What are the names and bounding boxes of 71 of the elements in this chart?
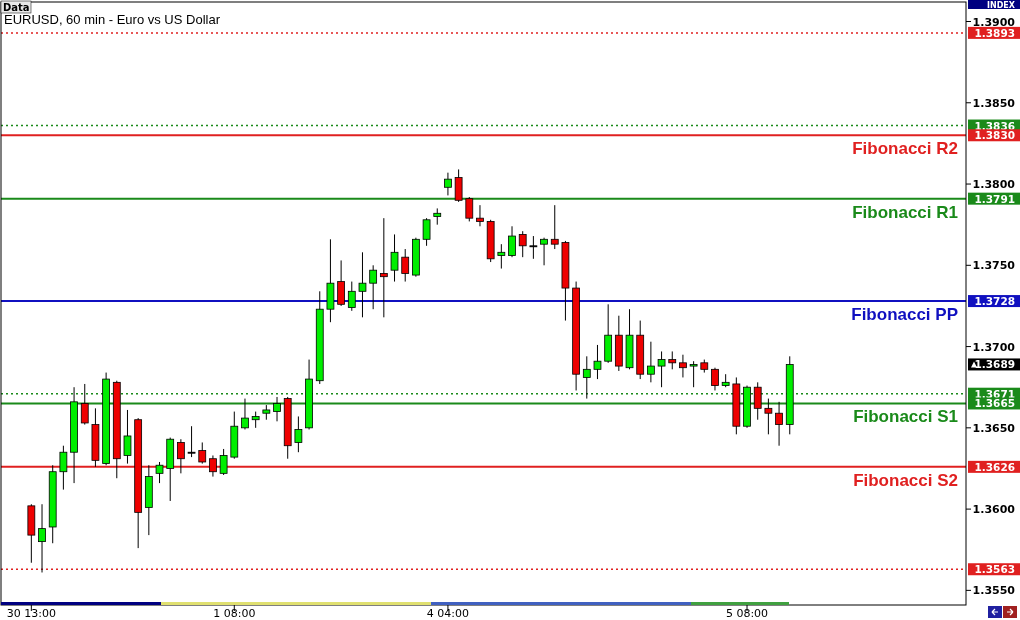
candlestick [401,248,410,283]
x-tick-label: 4 04:00 [426,607,470,620]
candlestick [775,401,783,447]
y-tick-label: 1.3850 [972,96,1016,110]
ref-line-label: Fibonacci PP [851,305,958,325]
candlestick [529,235,538,260]
candlestick [689,360,698,388]
text: 1.3836 [974,119,1015,132]
candlestick [80,383,89,426]
y-tick-label: 1.3600 [972,503,1016,517]
text: 1.3728 [974,295,1015,308]
candlestick [390,233,399,283]
ref-line-label: Fibonacci S2 [853,470,958,490]
candlestick [422,217,431,247]
candlestick [593,344,602,380]
text: 1.3671 [974,387,1015,400]
y-tick-label: 1.3800 [972,178,1016,192]
candlestick [647,341,655,383]
text: 1.3689 [974,358,1015,371]
candlestick [358,251,367,318]
text: INDEX [987,1,1016,10]
text: 1.3830 [974,129,1015,142]
candlestick [123,409,132,465]
y-tick-label: 1.3700 [972,340,1016,354]
candlestick [657,350,666,388]
candlestick [155,461,164,484]
candlestick [209,454,217,478]
candlestick [219,448,228,476]
candlestick [540,237,548,266]
y-tick-label: 1.3900 [972,15,1016,29]
y-tick-label: 1.3550 [972,584,1016,598]
y-tick-label: 1.3650 [972,421,1016,435]
text: 1.3626 [974,460,1015,473]
candlestick [508,225,516,258]
candlestick [497,243,506,270]
candlestick [337,259,345,307]
candlestick [59,445,68,491]
candlestick [294,415,303,453]
ref-line-label: Fibonacci R2 [852,139,958,159]
x-tick-label: 5 08:00 [725,607,769,620]
ref-line-label: Fibonacci S1 [853,407,958,427]
text: EURUSD, 60 min - Euro vs US Dollar [4,12,221,27]
candlestick [518,230,527,258]
x-tick-label: 30 13:00 [6,607,56,620]
candlestick [198,441,207,465]
candlestick [38,503,46,573]
candlestick [241,398,249,430]
candlestick [187,425,196,458]
text: 1.3563 [974,563,1015,576]
candlestick [764,398,773,435]
annotation: Data [3,2,30,13]
candlestick [582,355,591,400]
x-tick-label: 1 08:00 [213,607,256,620]
candlestick [369,264,378,310]
y-tick-label: 1.3750 [972,259,1016,273]
candlestick [273,396,281,422]
candlestick [454,168,463,203]
candlestick [465,196,474,222]
candlestick [711,367,719,391]
candlestick [476,204,484,227]
candlestick [177,438,185,474]
candlestick [550,204,559,250]
candlestick [679,354,687,378]
candlestick [753,381,762,421]
candlestick [444,172,452,196]
text: 1.3791 [974,192,1015,205]
candlestick [379,217,388,318]
text: 1.3665 [974,397,1015,410]
ref-line-label: Fibonacci R1 [852,202,958,222]
text: 1.3893 [974,26,1015,39]
candlestick [347,281,356,312]
